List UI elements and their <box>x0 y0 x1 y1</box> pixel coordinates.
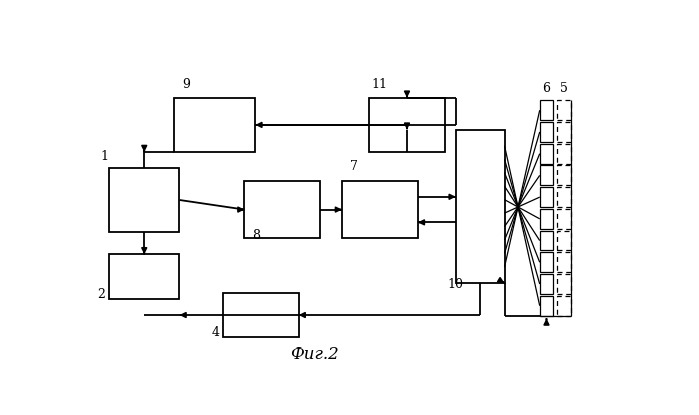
Bar <box>174 98 255 152</box>
Text: 5: 5 <box>560 83 568 95</box>
Bar <box>557 122 570 142</box>
Bar <box>540 122 554 142</box>
Bar <box>245 181 320 238</box>
Bar <box>342 181 418 238</box>
Bar <box>540 296 554 316</box>
Text: 7: 7 <box>350 160 358 173</box>
Bar <box>557 296 570 316</box>
Text: 11: 11 <box>372 78 388 91</box>
Bar <box>557 231 570 251</box>
Bar <box>540 209 554 229</box>
Text: 4: 4 <box>212 326 220 339</box>
Bar <box>109 254 180 299</box>
Text: 8: 8 <box>252 229 261 242</box>
Bar <box>540 187 554 207</box>
Bar <box>540 274 554 294</box>
Bar <box>540 166 554 185</box>
Bar <box>109 168 180 232</box>
Text: 6: 6 <box>542 83 551 95</box>
Bar <box>557 144 570 164</box>
Bar <box>557 100 570 120</box>
Text: 9: 9 <box>182 78 190 91</box>
Text: Фиг.2: Фиг.2 <box>291 346 339 363</box>
Bar <box>540 100 554 120</box>
Bar <box>557 166 570 185</box>
Text: 1: 1 <box>101 150 109 163</box>
Bar <box>540 231 554 251</box>
Bar <box>557 274 570 294</box>
Bar <box>557 252 570 272</box>
Bar <box>540 144 554 164</box>
Bar <box>369 98 445 152</box>
Bar <box>557 187 570 207</box>
Bar <box>540 252 554 272</box>
Text: 2: 2 <box>97 288 105 300</box>
Bar <box>456 130 505 283</box>
Text: 10: 10 <box>447 278 463 291</box>
Bar <box>223 293 298 337</box>
Bar <box>557 209 570 229</box>
